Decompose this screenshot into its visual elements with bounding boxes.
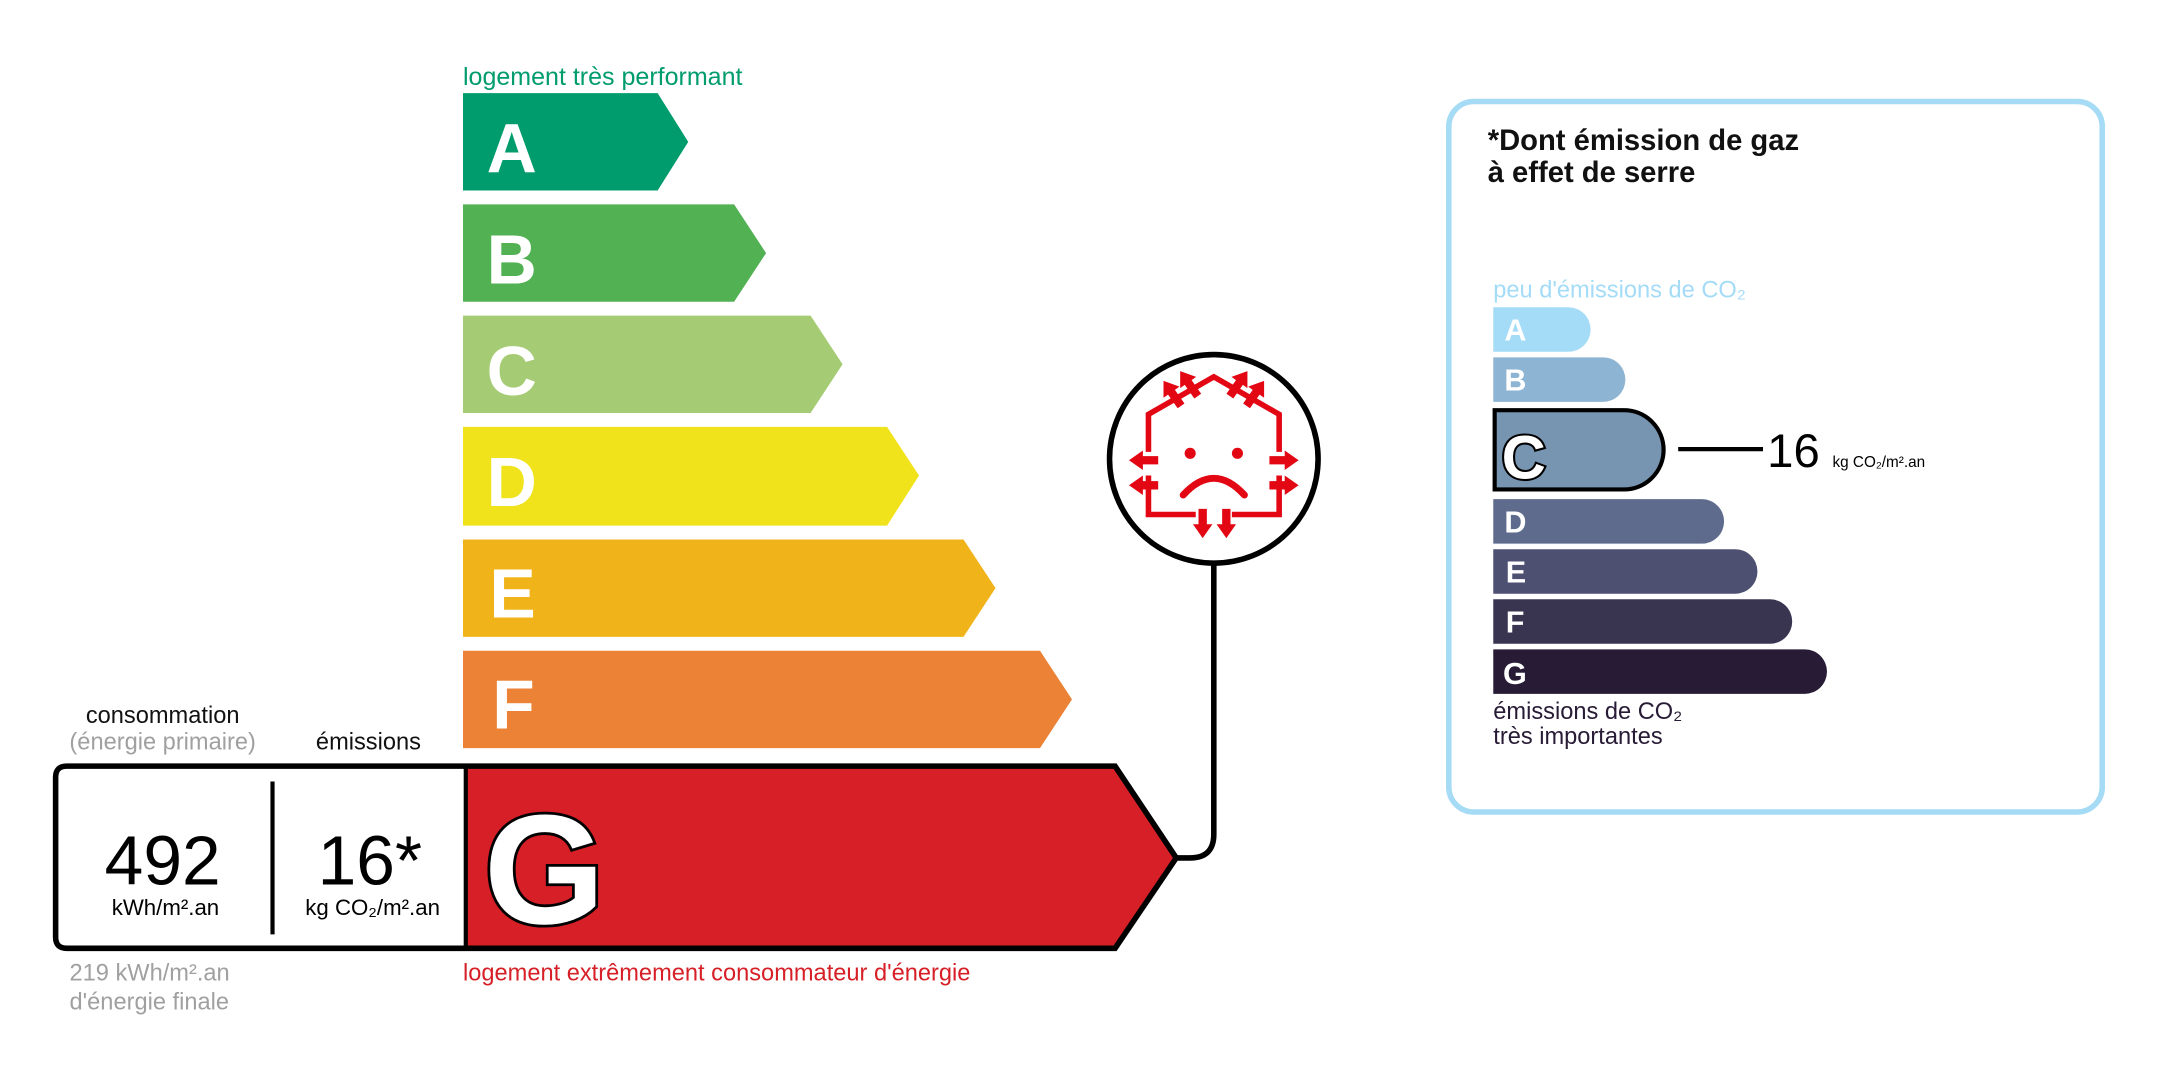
consumption-header: consommation (86, 703, 240, 729)
ghg-letter-active: C (1502, 423, 1546, 491)
ghg-bar-a: A (1493, 307, 1591, 352)
ghg-letter: E (1506, 556, 1526, 590)
ghg-value: 16 (1767, 425, 1820, 478)
energy-letter-active: G (484, 782, 605, 956)
energy-bar-d: D (462, 426, 920, 526)
ghg-letter: B (1504, 364, 1526, 398)
energy-letter: B (487, 221, 537, 299)
ghg-letter: G (1503, 657, 1527, 691)
ghg-letter: D (1504, 506, 1526, 540)
ghg-bottom-label-line2: très importantes (1493, 724, 1662, 750)
ghg-unit: kg CO₂/m².an (1833, 454, 1926, 471)
energy-letter: D (487, 443, 537, 521)
energy-bar-b: B (462, 204, 767, 302)
ghg-bar-e: E (1493, 549, 1758, 594)
ghg-bar-d: D (1493, 499, 1725, 544)
consumption-unit: kWh/m².an (112, 895, 219, 920)
consumption-subheader: (énergie primaire) (69, 729, 255, 755)
emissions-unit: kg CO₂/m².an (305, 895, 440, 920)
consumption-value: 492 (105, 821, 221, 899)
energy-bar-c: C (462, 315, 843, 413)
energy-letter: C (487, 332, 537, 410)
ghg-bar-f: F (1493, 599, 1793, 644)
ghg-top-label: peu d'émissions de CO₂ (1493, 278, 1746, 304)
energy-letter: E (489, 554, 535, 632)
energy-bar-a: A (462, 93, 689, 191)
ghg-title-line2: à effet de serre (1488, 157, 1696, 189)
energy-top-label: logement très performant (463, 63, 743, 91)
energy-bar-f: F (462, 650, 1072, 749)
emissions-header: émissions (316, 729, 421, 755)
ghg-letter: A (1504, 314, 1526, 348)
energy-letter: F (492, 666, 534, 744)
ghg-bar-c-active: C (1492, 408, 1666, 493)
emissions-value: 16* (318, 821, 422, 899)
poorly-insulated-house-icon (1106, 351, 1321, 566)
final-energy-line2: d'énergie finale (70, 989, 230, 1015)
connector-line (1176, 564, 1217, 861)
ghg-bar-b: B (1493, 357, 1626, 402)
final-energy-line1: 219 kWh/m².an (70, 960, 230, 986)
energy-bar-g-active: G 492 kWh/m².an 16* kg CO₂/m².an (52, 763, 1180, 959)
ghg-bottom-label-line1: émissions de CO₂ (1493, 699, 1682, 725)
ghg-letter: F (1506, 606, 1525, 640)
ghg-bar-g: G (1493, 649, 1827, 694)
energy-bottom-label: logement extrêmement consommateur d'éner… (463, 960, 970, 986)
energy-letter: A (487, 109, 537, 187)
energy-bar-e: E (462, 539, 996, 637)
ghg-title-line1: *Dont émission de gaz (1488, 125, 1799, 157)
